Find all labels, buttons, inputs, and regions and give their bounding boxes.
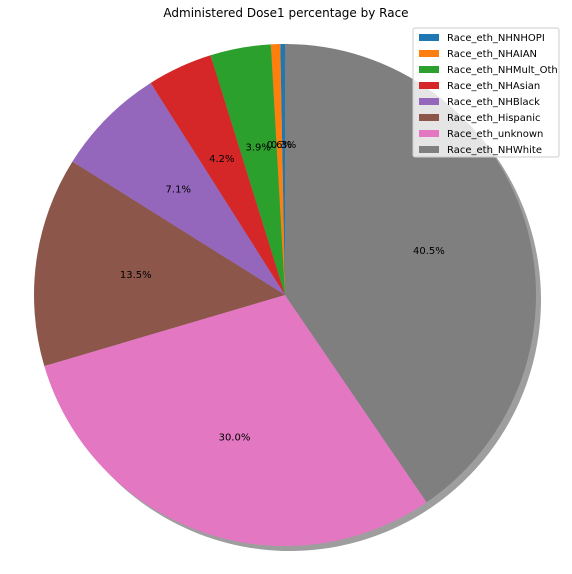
legend-label-race-eth-nhnhopi: Race_eth_NHNHOPI [447, 33, 545, 44]
legend-item-race-eth-nhblack: Race_eth_NHBlack [419, 97, 540, 108]
pie-percent-labels: 0.3%0.6%3.9% 4.2% 7.1% 13.5% 30.0% 40.5% [120, 140, 445, 443]
percent-label-race-eth-nhblack: 7.1% [166, 184, 191, 195]
percent-label-race-eth-nhnhopi: 0.3% [271, 140, 296, 151]
legend-item-race-eth-nhasian: Race_eth_NHAsian [419, 81, 540, 92]
percent-label-race-eth-nhasian: 4.2% [209, 154, 234, 165]
legend-swatch-race-eth-nhmult-oth [419, 66, 439, 73]
slice-race-eth-hispanic [34, 161, 285, 367]
legend-swatch-race-eth-nhnhopi [419, 34, 439, 41]
slice-race-eth-nhaian [270, 44, 285, 295]
legend-swatch-race-eth-hispanic [419, 114, 439, 121]
legend-item-race-eth-unknown: Race_eth_unknown [419, 129, 543, 140]
slice-race-eth-nhmult-oth [210, 44, 285, 296]
legend-label-race-eth-nhblack: Race_eth_NHBlack [447, 97, 540, 108]
chart-title: Administered Dose1 percentage by Race [163, 6, 408, 20]
legend-swatch-race-eth-unknown [419, 130, 439, 137]
percent-label-race-eth-nhwhite: 40.5% [413, 246, 445, 257]
slice-race-eth-nhnhopi [280, 43, 285, 296]
legend-swatch-race-eth-nhblack [419, 98, 439, 105]
legend-item-race-eth-nhnhopi: Race_eth_NHNHOPI [419, 33, 545, 44]
legend-label-race-eth-unknown: Race_eth_unknown [447, 129, 543, 140]
legend-label-race-eth-nhaian: Race_eth_NHAIAN [447, 49, 537, 60]
percent-label-race-eth-nhmult-oth: 3.9% [245, 142, 270, 153]
legend-label-race-eth-nhwhite: Race_eth_NHWhite [447, 145, 542, 156]
legend-swatch-race-eth-nhasian [419, 82, 439, 89]
pie-slices [34, 43, 537, 547]
legend-label-race-eth-nhasian: Race_eth_NHAsian [447, 81, 540, 92]
percent-label-race-eth-hispanic: 13.5% [120, 270, 152, 281]
slice-race-eth-unknown [44, 295, 427, 547]
legend-item-race-eth-nhaian: Race_eth_NHAIAN [419, 49, 537, 60]
legend-label-race-eth-hispanic: Race_eth_Hispanic [447, 113, 541, 124]
legend-swatch-race-eth-nhwhite [419, 146, 439, 153]
legend-swatch-race-eth-nhaian [419, 50, 439, 57]
legend-box [412, 27, 560, 158]
legend-item-race-eth-nhwhite: Race_eth_NHWhite [419, 145, 542, 156]
legend-label-race-eth-nhmult-oth: Race_eth_NHMult_Oth [447, 65, 558, 76]
slice-race-eth-nhblack [72, 83, 286, 295]
slice-race-eth-nhwhite [285, 44, 537, 503]
percent-label-race-eth-unknown: 30.0% [219, 432, 251, 443]
percent-label-race-eth-nhaian: 0.6% [267, 140, 292, 151]
legend-item-race-eth-hispanic: Race_eth_Hispanic [419, 113, 541, 124]
slice-race-eth-nhasian [150, 55, 285, 296]
legend-item-race-eth-nhmult-oth: Race_eth_NHMult_Oth [419, 65, 558, 76]
legend: Race_eth_NHNHOPI Race_eth_NHAIAN Race_eth_… [412, 27, 560, 158]
